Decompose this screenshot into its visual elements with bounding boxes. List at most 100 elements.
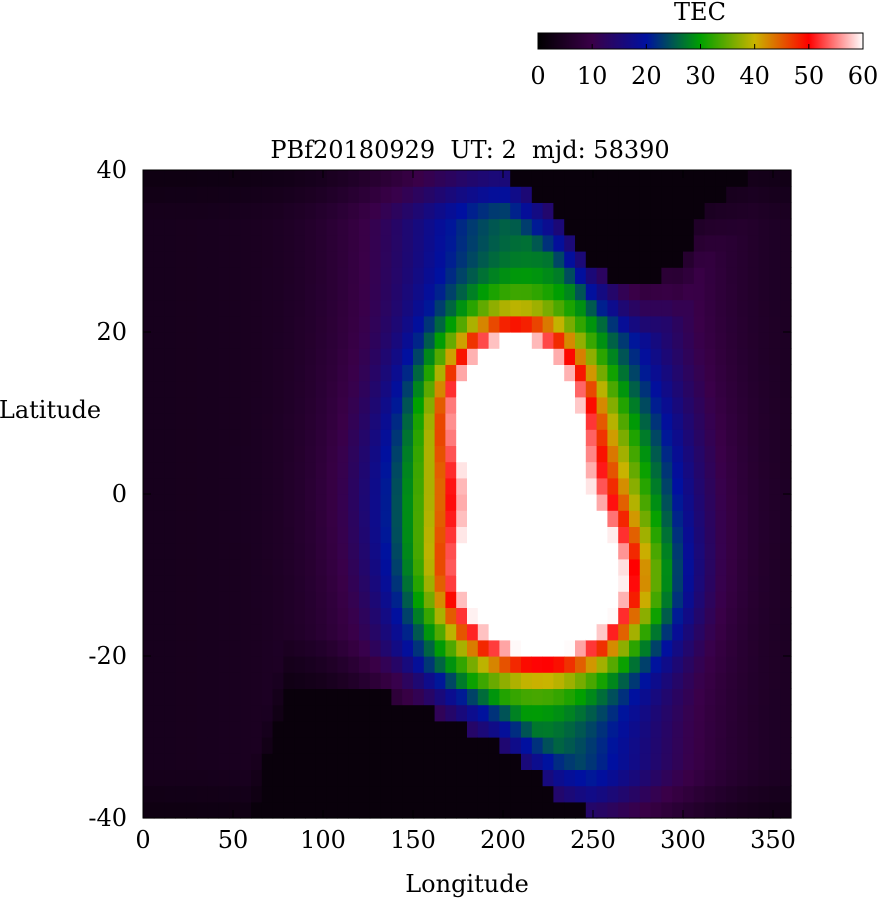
heatmap-cell bbox=[456, 364, 468, 382]
heatmap-cell bbox=[585, 332, 598, 349]
heatmap-cell bbox=[186, 558, 198, 576]
heatmap-cell bbox=[359, 380, 371, 398]
heatmap-cell bbox=[261, 688, 274, 706]
heatmap-cell bbox=[402, 737, 414, 754]
heatmap-cell bbox=[423, 202, 436, 220]
heatmap-cell bbox=[348, 170, 360, 187]
heatmap-cell bbox=[477, 526, 490, 544]
heatmap-cell bbox=[521, 769, 533, 787]
heatmap-cell bbox=[337, 591, 349, 608]
heatmap-cell bbox=[261, 445, 274, 463]
heatmap-cell bbox=[294, 283, 306, 301]
heatmap-cell bbox=[683, 672, 695, 689]
heatmap-cell bbox=[164, 704, 176, 722]
heatmap-cell bbox=[283, 769, 295, 787]
heatmap-cell bbox=[283, 202, 295, 220]
heatmap-cell bbox=[272, 364, 284, 382]
heatmap-cell bbox=[218, 656, 230, 673]
heatmap-cell bbox=[672, 170, 684, 187]
heatmap-cell bbox=[521, 461, 533, 479]
heatmap-cell bbox=[510, 348, 522, 365]
x-tick-label: 0 bbox=[135, 826, 150, 854]
heatmap-cell bbox=[380, 591, 392, 608]
heatmap-cell bbox=[143, 429, 155, 446]
heatmap-cell bbox=[596, 688, 608, 706]
heatmap-cell bbox=[207, 639, 220, 657]
heatmap-cell bbox=[488, 769, 500, 787]
heatmap-cell bbox=[596, 267, 608, 284]
heatmap-cell bbox=[305, 639, 317, 657]
heatmap-cell bbox=[693, 202, 706, 220]
heatmap-cell bbox=[348, 801, 360, 819]
heatmap-cell bbox=[672, 348, 684, 365]
heatmap-cell bbox=[607, 607, 619, 625]
heatmap-cell bbox=[153, 769, 166, 787]
heatmap-cell bbox=[575, 623, 587, 641]
heatmap-cell bbox=[272, 429, 284, 446]
heatmap-cell bbox=[521, 607, 533, 625]
heatmap-cell bbox=[585, 623, 598, 641]
heatmap-cell bbox=[261, 801, 274, 819]
heatmap-cell bbox=[661, 413, 673, 430]
heatmap-cell bbox=[143, 639, 155, 657]
heatmap-cell bbox=[456, 461, 468, 479]
heatmap-cell bbox=[629, 542, 641, 560]
heatmap-cell bbox=[639, 283, 652, 301]
heatmap-cell bbox=[423, 607, 436, 625]
heatmap-cell bbox=[240, 704, 252, 722]
heatmap-cell bbox=[553, 380, 565, 398]
heatmap-cell bbox=[197, 737, 209, 754]
heatmap-cell bbox=[380, 413, 392, 430]
heatmap-cell bbox=[661, 704, 673, 722]
heatmap-cell bbox=[467, 251, 479, 268]
heatmap-cell bbox=[445, 656, 457, 673]
heatmap-cell bbox=[207, 558, 220, 576]
heatmap-cell bbox=[337, 526, 349, 544]
heatmap-cell bbox=[337, 477, 349, 495]
heatmap-cell bbox=[477, 494, 490, 511]
heatmap-cell bbox=[596, 720, 608, 738]
heatmap-cell bbox=[175, 413, 187, 430]
heatmap-cell bbox=[488, 510, 500, 527]
heatmap-cell bbox=[596, 283, 608, 301]
heatmap-cell bbox=[164, 510, 176, 527]
heatmap-cell bbox=[683, 704, 695, 722]
heatmap-cell bbox=[283, 186, 295, 203]
heatmap-cell bbox=[693, 575, 706, 592]
heatmap-cell bbox=[542, 202, 554, 220]
heatmap-cell bbox=[531, 445, 544, 463]
heatmap-cell bbox=[229, 639, 241, 657]
heatmap-cell bbox=[445, 607, 457, 625]
heatmap-cell bbox=[251, 202, 263, 220]
heatmap-cell bbox=[380, 445, 392, 463]
heatmap-cell bbox=[661, 575, 673, 592]
heatmap-cell bbox=[639, 315, 652, 333]
heatmap-cell bbox=[369, 591, 382, 608]
heatmap-cell bbox=[564, 785, 576, 803]
heatmap-cell bbox=[359, 801, 371, 819]
heatmap-cell bbox=[175, 656, 187, 673]
heatmap-cell bbox=[715, 380, 727, 398]
heatmap-cell bbox=[283, 558, 295, 576]
heatmap-cell bbox=[153, 170, 166, 187]
heatmap-cell bbox=[164, 607, 176, 625]
heatmap-cell bbox=[726, 494, 738, 511]
heatmap-cell bbox=[445, 429, 457, 446]
heatmap-cell bbox=[704, 186, 716, 203]
heatmap-cell bbox=[294, 477, 306, 495]
heatmap-cell bbox=[726, 526, 738, 544]
heatmap-cell bbox=[434, 299, 446, 317]
heatmap-cell bbox=[153, 396, 166, 414]
heatmap-cell bbox=[207, 299, 220, 317]
heatmap-cell bbox=[445, 575, 457, 592]
heatmap-cell bbox=[423, 672, 436, 689]
heatmap-cell bbox=[272, 299, 284, 317]
heatmap-cell bbox=[715, 672, 727, 689]
heatmap-cell bbox=[618, 267, 630, 284]
heatmap-cell bbox=[477, 267, 490, 284]
heatmap-cell bbox=[456, 737, 468, 754]
heatmap-cell bbox=[672, 753, 684, 770]
heatmap-cell bbox=[737, 477, 749, 495]
heatmap-cell bbox=[488, 477, 500, 495]
heatmap-cell bbox=[402, 607, 414, 625]
